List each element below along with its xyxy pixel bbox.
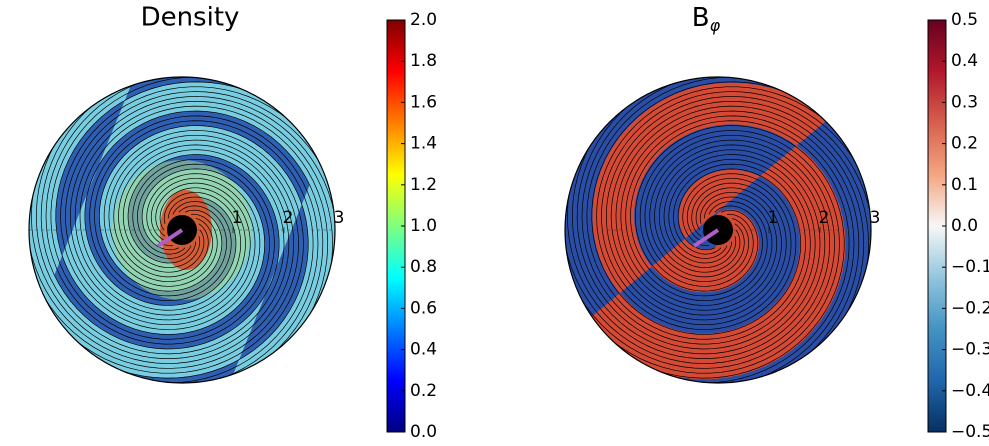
colorbar-tick-label: −0.5 <box>951 422 989 442</box>
streamline <box>65 91 335 383</box>
streamline <box>601 91 871 383</box>
title-subscript: φ <box>710 16 721 35</box>
colorbar-tick-label: 1.8 <box>410 51 437 71</box>
colorbar-tick-label: 1.0 <box>410 216 437 236</box>
colorbar-tick-label: −0.1 <box>951 257 989 277</box>
colorbar-tick-label: 0.3 <box>951 92 978 112</box>
r-tick-label: 1 <box>232 208 243 228</box>
colorbar-tick-label: −0.3 <box>951 340 989 360</box>
colorbar-tick-label: −0.2 <box>951 298 989 318</box>
colorbar-tick-label: 1.6 <box>410 92 437 112</box>
spin-axis <box>156 228 184 248</box>
colorbar-tick-label: 0.2 <box>410 381 437 401</box>
colorbar-tick-label: 0.0 <box>410 422 437 442</box>
colorbar-tick-label: 0.0 <box>951 216 978 236</box>
r-tick-label: 2 <box>283 208 294 228</box>
streamline <box>29 77 294 364</box>
streamline <box>565 115 855 383</box>
field-arm <box>29 77 335 383</box>
colorbar-tick-label: 0.8 <box>410 257 437 277</box>
colorbar-tick-label: 0.5 <box>951 10 978 30</box>
colorbar-tick-label: 1.2 <box>410 175 437 195</box>
r-tick-label: 3 <box>334 208 345 228</box>
streamline <box>565 77 835 369</box>
streamline <box>45 77 335 345</box>
colorbar-tick-label: 0.2 <box>951 134 978 154</box>
streamline <box>70 96 335 383</box>
colorbar-tick-label: 0.1 <box>951 175 978 195</box>
colorbar-tick-label: 1.4 <box>410 134 437 154</box>
panel-title: Bφ <box>692 3 721 35</box>
colorbar-tick-label: 0.6 <box>410 298 437 318</box>
colorbar-tick-label: 2.0 <box>410 10 437 30</box>
r-tick-label: 3 <box>870 208 881 228</box>
colorbar-tick-label: −0.4 <box>951 381 989 401</box>
r-tick-label: 1 <box>768 208 779 228</box>
colorbar-tick-label: 0.4 <box>410 340 437 360</box>
colorbar-tick-label: 0.4 <box>951 51 978 71</box>
panel-title: Density <box>141 3 240 33</box>
spin-axis <box>692 228 720 248</box>
field-arm <box>29 77 335 383</box>
streamline <box>29 115 319 383</box>
r-tick-label: 2 <box>819 208 830 228</box>
streamline <box>29 77 299 369</box>
streamline <box>565 77 830 364</box>
streamline <box>606 96 871 383</box>
title-main: B <box>692 3 710 33</box>
streamline <box>581 77 871 345</box>
